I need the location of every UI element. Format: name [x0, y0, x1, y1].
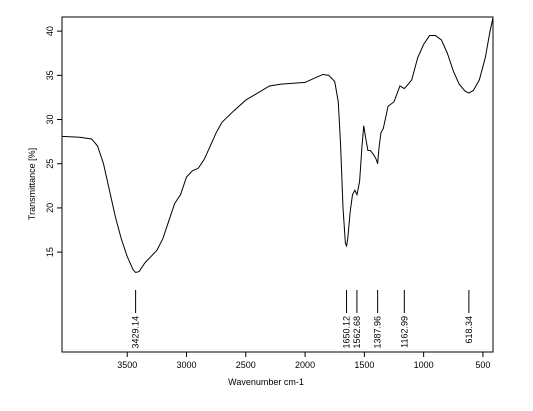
plot-frame	[61, 16, 494, 353]
x-tick-label: 3000	[176, 360, 196, 370]
peak-label: 1162.99	[399, 316, 409, 348]
x-tick-label: 2000	[295, 360, 315, 370]
spectrum-line	[61, 17, 494, 274]
y-tick-label: 25	[45, 159, 55, 169]
x-tick-label: 3500	[117, 360, 137, 370]
peak-label: 1562.68	[352, 316, 362, 349]
peak-label: 3429.14	[131, 316, 141, 349]
y-tick-label: 35	[45, 70, 55, 80]
peak-label: 1650.12	[342, 316, 352, 349]
y-axis-label: Transmittance [%]	[27, 148, 37, 220]
y-tick-label: 30	[45, 115, 55, 125]
y-tick-label: 20	[45, 203, 55, 213]
peak-label: 618.34	[464, 316, 474, 344]
peak-label: 1387.96	[373, 316, 383, 349]
y-tick-label: 40	[45, 26, 55, 36]
x-tick-label: 1000	[414, 360, 434, 370]
x-tick-label: 2500	[236, 360, 256, 370]
y-tick-label: 15	[45, 247, 55, 257]
x-tick-label: 1500	[354, 360, 374, 370]
x-tick-label: 500	[475, 360, 490, 370]
x-axis-label: Wavenumber cm-1	[228, 377, 304, 387]
